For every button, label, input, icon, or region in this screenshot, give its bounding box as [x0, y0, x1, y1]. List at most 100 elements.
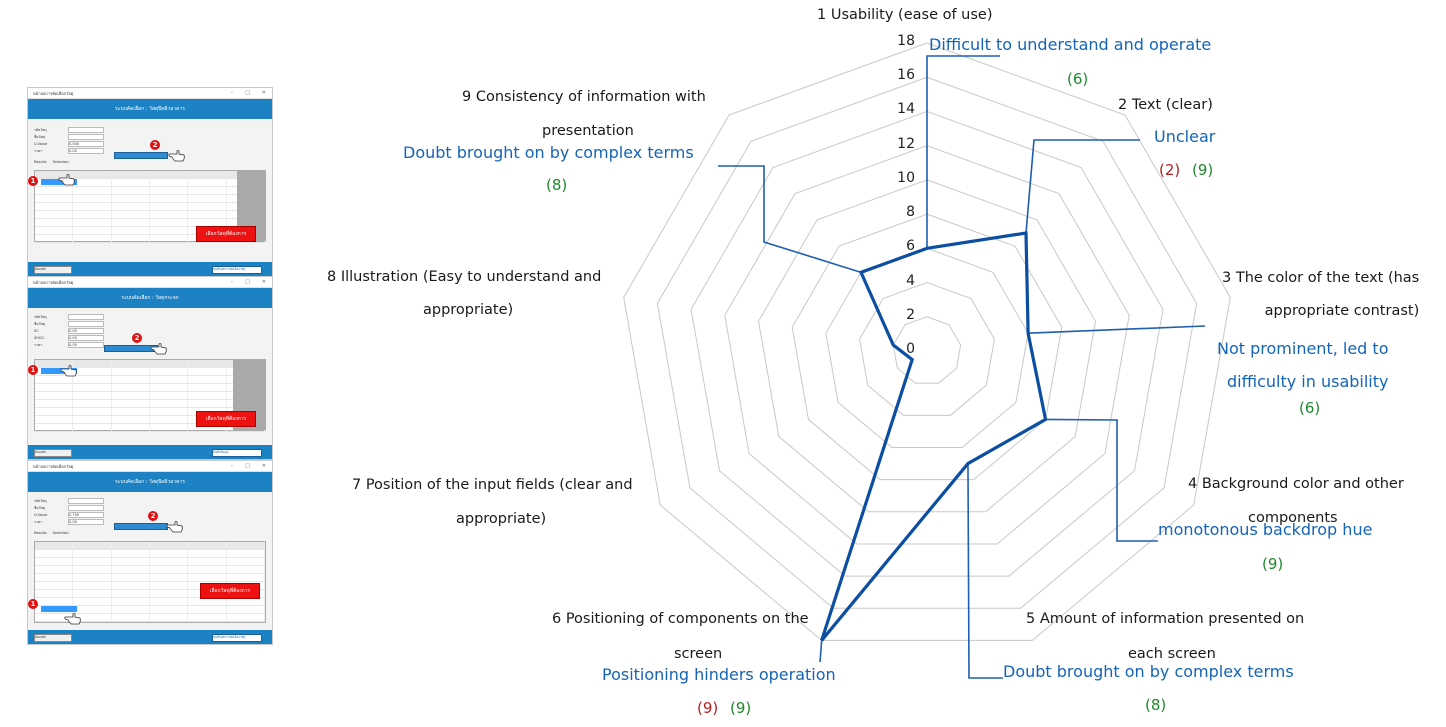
category-label-6: 6 Positioning of components on the screen [552, 611, 809, 662]
annotation-count-6a: (9) [697, 699, 719, 717]
maximize-icon[interactable]: □ [245, 463, 250, 469]
pointing-hand-icon [150, 343, 167, 355]
annotation-text-4: monotonous backdrop hue [1158, 520, 1373, 539]
back-button[interactable]: ย้อนกลับ [34, 449, 72, 457]
annotation-leader-line [926, 55, 1000, 249]
grid-ring [623, 42, 1231, 641]
annotation-leader-line [819, 640, 823, 663]
save-selection-button[interactable]: บันทึกผลการคัดเลือกวัสดุ [212, 634, 262, 642]
field-label: รหัสวัสดุ [34, 127, 47, 132]
annotation-count-1: (6) [1067, 70, 1089, 88]
close-icon[interactable]: ✕ [261, 279, 266, 285]
minimize-icon[interactable]: – [230, 279, 234, 285]
annotation-count-6b: (9) [730, 699, 752, 717]
maximize-icon[interactable]: □ [245, 279, 250, 285]
field-label: SHGC [34, 335, 45, 340]
search-material-button[interactable] [114, 152, 168, 159]
window-title: หน้าจอการคัดเลือกวัสดุ [33, 463, 74, 469]
pointing-hand-icon [166, 521, 183, 533]
screen-banner: ระบบคัดเลือก : วัสดุกระจก [28, 288, 272, 308]
selected-row[interactable] [41, 606, 77, 612]
close-icon[interactable]: ✕ [261, 90, 266, 96]
series-line [820, 231, 1048, 642]
step-badge-1: 1 [28, 599, 38, 609]
annotation-leader-line [967, 463, 1003, 679]
grid-ring [724, 145, 1130, 545]
category-label-9: 9 Consistency of information with present… [462, 89, 706, 139]
annotation-leader-line [718, 165, 862, 274]
radial-tick-label: 18 [897, 33, 915, 49]
material-name-input[interactable] [68, 133, 104, 140]
screen-footer: ย้อนกลับ บันทึกผลการคัดเลือกวัสดุ [28, 630, 272, 644]
category-label-2: 2 Text (clear) [1118, 97, 1213, 113]
tab-selection[interactable]: Selection [52, 531, 69, 535]
u-value-input[interactable]: 0.000 [68, 140, 104, 147]
grid-ring [825, 247, 1029, 448]
selected-row[interactable] [41, 179, 77, 185]
pointing-hand-icon [60, 365, 77, 377]
window-titlebar: หน้าจอการคัดเลือกวัสดุ – □ ✕ [28, 461, 272, 472]
save-button[interactable]: บันทึกข้อมูล [212, 449, 262, 457]
material-table [34, 170, 266, 243]
price-input[interactable]: 0.00 [68, 518, 104, 525]
material-form: รหัสวัสดุ ชื่อวัสดุ U-Value 0.000 ราคา 0.0… [34, 126, 104, 154]
tab-results[interactable]: Results [34, 531, 47, 535]
annotation-text-2: Unclear [1154, 127, 1216, 146]
close-icon[interactable]: ✕ [261, 463, 266, 469]
save-selection-button[interactable]: บันทึกผลการคัดเลือกวัสดุ [212, 266, 262, 274]
radial-tick-label: 16 [897, 67, 915, 84]
annotation-leader-line [1025, 139, 1140, 234]
step-badge-1: 1 [28, 176, 38, 186]
annotation-text-6: Positioning hinders operation [602, 665, 836, 684]
grid-ring [892, 316, 962, 384]
radial-tick-label: 14 [897, 101, 915, 118]
category-label-4: 4 Background color and other components [1188, 476, 1404, 526]
annotation-count-3: (6) [1299, 399, 1321, 417]
field-label: U-Value [34, 512, 48, 517]
radar-grid [623, 42, 1231, 641]
screen-footer: ย้อนกลับ บันทึกผลการคัดเลือกวัสดุ [28, 262, 272, 276]
sc-input[interactable]: 0.00 [68, 327, 104, 334]
radial-tick-label: 8 [906, 204, 915, 221]
radar-series [820, 231, 1048, 642]
material-name-input[interactable] [68, 504, 104, 511]
radial-tick-label: 0 [906, 341, 915, 357]
window-title: หน้าจอการคัดเลือกวัสดุ [33, 279, 74, 285]
field-label: ชื่อวัสดุ [34, 134, 45, 139]
field-label: ชื่อวัสดุ [34, 505, 45, 510]
minimize-icon[interactable]: – [230, 463, 234, 469]
pointing-hand-icon [168, 150, 185, 162]
field-label: ชื่อวัสดุ [34, 321, 45, 326]
maximize-icon[interactable]: □ [245, 90, 250, 96]
select-material-button[interactable]: เลือกวัสดุที่ต้องการ [200, 583, 260, 599]
back-button[interactable]: ย้อนกลับ [34, 634, 72, 642]
field-label: U-Value [34, 141, 48, 146]
shgc-input[interactable]: 0.00 [68, 334, 104, 341]
window-titlebar: หน้าจอการคัดเลือกวัสดุ – □ ✕ [28, 277, 272, 288]
u-value-input[interactable]: 0.750 [68, 511, 104, 518]
annotation-text-9: Doubt brought on by complex terms [403, 143, 694, 162]
selected-row[interactable] [41, 368, 77, 374]
material-code-input[interactable] [68, 497, 104, 504]
price-input[interactable]: 0.00 [68, 147, 104, 154]
material-code-input[interactable] [68, 126, 104, 133]
tab-results[interactable]: Results [34, 160, 47, 164]
field-label: ราคา [34, 519, 43, 524]
radial-tick-label: 6 [906, 238, 915, 255]
field-label: ราคา [34, 148, 43, 153]
minimize-icon[interactable]: – [230, 90, 234, 96]
select-material-button[interactable]: เลือกวัสดุที่ต้องการ [196, 411, 256, 427]
radial-tick-label: 4 [906, 272, 915, 289]
radial-tick-label: 10 [897, 169, 915, 186]
radial-tick-label: 12 [897, 135, 915, 152]
grid-ring [656, 76, 1198, 609]
back-button[interactable]: ย้อนกลับ [34, 266, 72, 274]
material-code-input[interactable] [68, 313, 104, 320]
annotation-count-5: (8) [1145, 696, 1167, 714]
material-form: รหัสวัสดุ ชื่อวัสดุ SC 0.00 SHGC 0.00 ราคา… [34, 313, 104, 348]
price-input[interactable]: 0.00 [68, 341, 104, 348]
field-label: รหัสวัสดุ [34, 314, 47, 319]
select-material-button[interactable]: เลือกวัสดุที่ต้องการ [196, 226, 256, 242]
material-name-input[interactable] [68, 320, 104, 327]
tab-selection[interactable]: Selection [52, 160, 69, 164]
